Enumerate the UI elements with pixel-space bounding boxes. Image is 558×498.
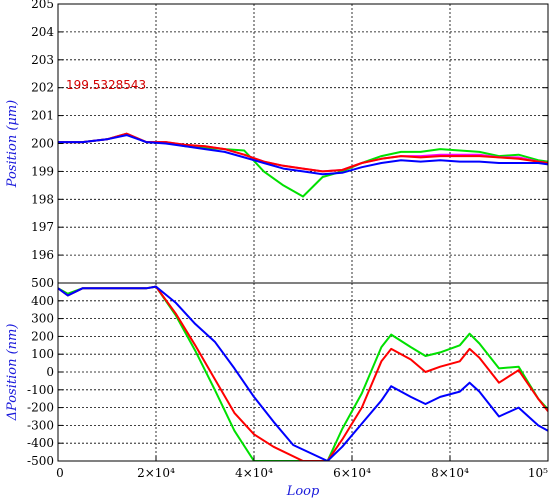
y-tick-label: 197 <box>31 220 54 234</box>
y-tick-label: -300 <box>27 418 54 432</box>
top-series <box>58 132 548 198</box>
bottom-series <box>58 285 548 461</box>
y-tick-label: 100 <box>31 347 54 361</box>
x-tick-label: 6×10⁴ <box>333 466 371 480</box>
y-tick-label: -200 <box>27 401 54 415</box>
top-y-axis-label: Position (μm) <box>5 100 20 189</box>
top-panel: 205 204 203 202 201 200 199 198 197 196 199.53285… <box>5 0 549 284</box>
y-tick-label: 200 <box>31 329 54 343</box>
y-tick-label: 204 <box>31 25 54 39</box>
y-tick-label: -500 <box>27 454 54 468</box>
top-grid <box>58 4 548 283</box>
y-tick-label: -100 <box>27 383 54 397</box>
x-tick-label: 0 <box>56 466 64 480</box>
y-tick-label: 0 <box>46 365 54 379</box>
bottom-y-tick-labels: 500 400 300 200 100 0 -100 -200 -300 -400 -500 <box>27 276 548 468</box>
x-tick-label: 4×10⁴ <box>235 466 273 480</box>
x-tick-label: 10⁵ <box>528 466 548 480</box>
annotation-value: 199.5328543 <box>66 78 146 92</box>
series-line <box>58 285 548 461</box>
y-tick-label: 203 <box>31 53 54 67</box>
y-tick-label: 199 <box>31 164 54 178</box>
y-tick-label: 500 <box>31 276 54 290</box>
bottom-panel: 500 400 300 200 100 0 -100 -200 -300 -400 -500 0 2×… <box>5 276 549 498</box>
y-tick-label: 196 <box>31 248 54 262</box>
y-tick-label: 201 <box>31 109 54 123</box>
y-tick-label: 205 <box>31 0 54 11</box>
series-line <box>58 134 548 176</box>
x-tick-labels: 0 2×10⁴ 4×10⁴ 6×10⁴ 8×10⁴ 10⁵ <box>56 456 549 480</box>
y-tick-label: 400 <box>31 294 54 308</box>
y-tick-label: 200 <box>31 137 54 151</box>
bottom-grid <box>58 283 548 461</box>
x-tick-label: 8×10⁴ <box>431 466 469 480</box>
series-line <box>58 285 548 461</box>
bottom-y-axis-label: ΔPosition (nm) <box>5 324 20 422</box>
x-axis-label: Loop <box>286 484 320 498</box>
top-y-tick-labels: 205 204 203 202 201 200 199 198 197 196 <box>31 0 548 262</box>
x-tick-label: 2×10⁴ <box>137 466 175 480</box>
y-tick-label: 198 <box>31 192 54 206</box>
y-tick-label: -400 <box>27 436 54 450</box>
series-line <box>58 285 548 461</box>
y-tick-label: 300 <box>31 312 54 326</box>
y-tick-label: 202 <box>31 81 54 95</box>
